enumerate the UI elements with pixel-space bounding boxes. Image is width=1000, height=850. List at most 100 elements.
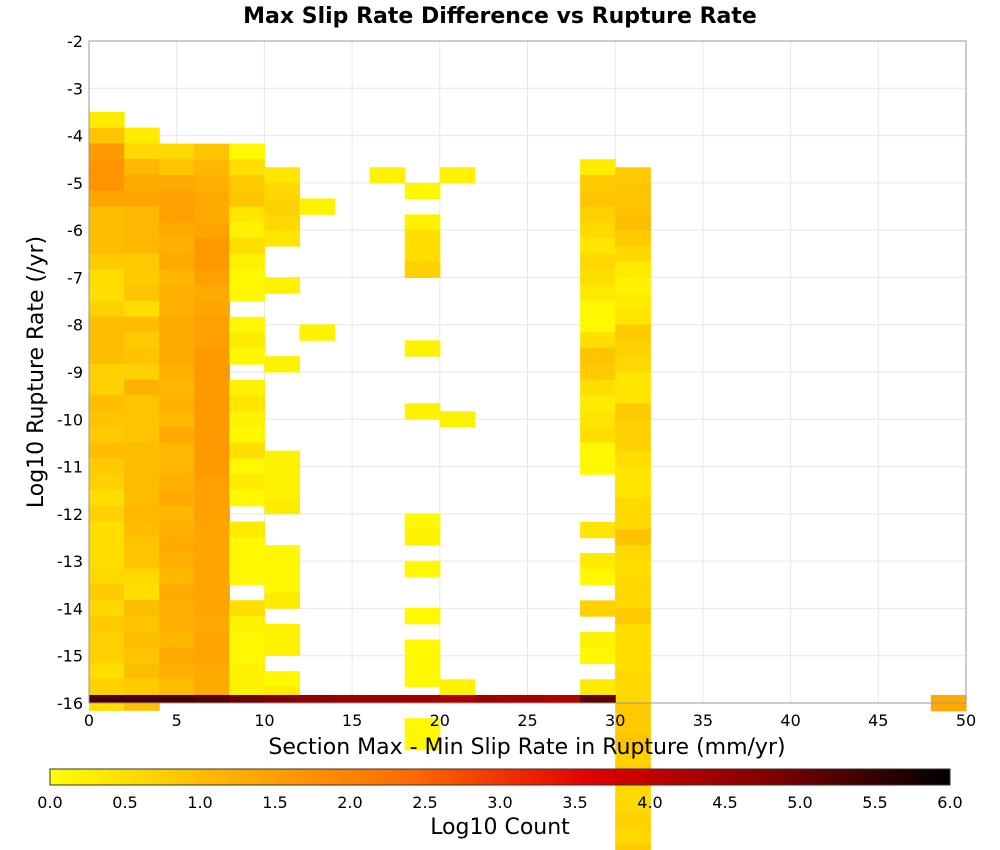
heatmap-cell [194,458,230,475]
heatmap-cell [124,237,160,255]
heatmap-cell [229,631,265,649]
heatmap-cell [194,647,230,664]
heatmap-cell [229,474,265,491]
heatmap-cell [159,474,195,491]
heatmap-cell [229,615,265,633]
heatmap-cell [615,434,651,452]
heatmap-cell [229,222,265,239]
heatmap-cell [124,143,160,160]
heatmap-cell [159,395,195,412]
heatmap-cell [89,537,125,554]
x-tick-label: 25 [517,711,537,730]
heatmap-cell [615,419,651,436]
heatmap-cell [615,403,651,420]
heatmap-cell [89,584,125,601]
heatmap-cell [159,364,195,381]
heatmap-cell [229,678,265,696]
heatmap-cell [159,458,195,475]
heatmap-cell [159,159,195,176]
heatmap-cell [124,206,160,223]
heatmap-cell [89,379,125,396]
y-tick-label: -12 [57,505,83,524]
y-tick-label: -7 [67,268,83,287]
heatmap-cell [124,678,160,695]
heatmap-cell [580,679,616,696]
heatmap-cell [194,474,230,491]
heatmap-cell [580,190,616,208]
heatmap-cell [615,844,651,850]
heatmap-cell [615,293,651,310]
heatmap-cell [124,442,160,459]
heatmap-cell [89,442,125,459]
heatmap-cell [404,245,441,263]
heatmap-cell [124,552,160,570]
heatmap-cell [124,284,160,302]
heatmap-cell [89,190,125,208]
heatmap-cell [194,663,230,680]
x-tick-label: 30 [605,711,625,730]
heatmap-cell [264,482,301,499]
heatmap-cell [299,198,336,215]
x-tick-labels: 0 5 10 15 20 25 30 35 40 45 50 [84,711,976,730]
heatmap-cell [194,553,230,570]
heatmap-cell [615,245,651,263]
colorbar-tick-label: 5.5 [862,793,887,812]
colorbar-tick-label: 3.0 [487,793,512,812]
heatmap-cell [404,513,441,530]
heatmap-cell [194,222,230,239]
heatmap-cell-bottom [124,694,160,703]
x-tick-label: 5 [172,711,182,730]
heatmap-cell [615,356,651,373]
heatmap-cell [159,615,195,633]
heatmap-cell [264,182,301,200]
heatmap-cell [124,300,160,318]
heatmap-cell [89,505,125,522]
heatmap-cell [89,237,125,255]
heatmap-cell [124,190,160,207]
heatmap-cell [615,560,651,578]
heatmap-cell [159,537,195,554]
heatmap-cell [159,190,195,208]
heatmap-cell [124,505,160,522]
heatmap-cell [580,300,616,318]
heatmap-cell [615,686,651,704]
heatmap-cell [404,529,441,546]
heatmap-cell [229,521,265,538]
heatmap-cell [124,347,160,365]
heatmap-cell [615,167,651,184]
heatmap-cell [229,600,265,617]
heatmap-cell [615,797,651,814]
heatmap-cell [124,316,160,333]
heatmap-cell [159,238,195,255]
heatmap-cell [404,214,441,231]
heatmap-cells [89,111,967,850]
heatmap-cell [229,647,265,664]
heatmap-cell [124,473,160,491]
heatmap-cell [580,159,616,176]
heatmap-cell [615,482,651,499]
plot-frame [88,40,967,704]
heatmap-cell [89,521,125,538]
heatmap-cell [194,206,230,223]
heatmap-cell [404,670,441,688]
y-tick-label: -11 [57,458,83,477]
heatmap-cell [89,269,125,286]
heatmap-cell [264,198,301,216]
heatmap-cell [580,426,616,444]
heatmap-cell [615,214,651,231]
heatmap-cell [194,269,230,286]
heatmap-cell [615,277,651,294]
heatmap-cell [124,489,160,507]
heatmap-cell-bottom [334,694,371,703]
heatmap-cell [89,600,125,617]
heatmap-cell [299,324,336,341]
heatmap-cell [194,253,230,271]
heatmap-cell [159,647,195,664]
heatmap-cell [404,560,441,578]
heatmap-cell [124,599,160,617]
heatmap-cell [264,560,301,578]
y-tick-label: -5 [67,174,83,193]
x-tick-label: 10 [254,711,274,730]
colorbar-label: Log10 Count [430,815,570,840]
